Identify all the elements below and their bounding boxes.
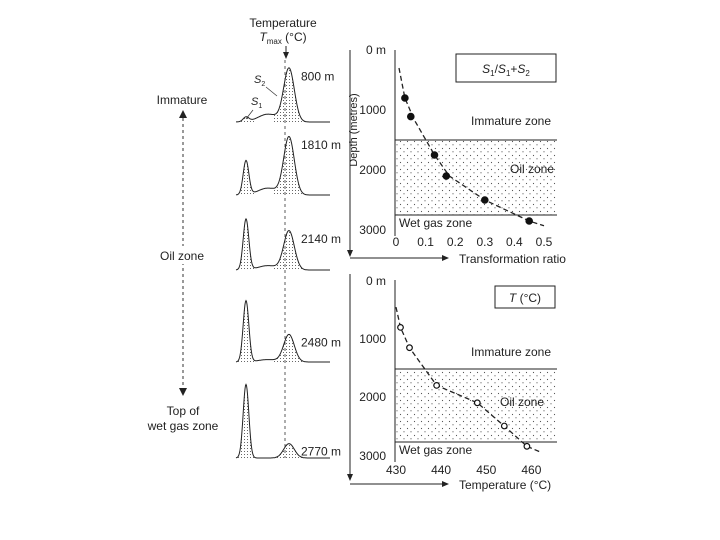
stage-label-immature: Immature (157, 93, 208, 107)
x-tick-label: 0.3 (476, 235, 493, 249)
tmax-header-line1: Temperature (249, 16, 317, 30)
temp-y-tick-1000: 1000 (359, 332, 386, 346)
temp-wet-gas-zone-label: Wet gas zone (399, 443, 472, 457)
s2-peak-fill (273, 443, 305, 458)
tmax-header-line2: Tmax (°C) (259, 30, 306, 46)
x-tick-label: 430 (386, 463, 406, 477)
temp-y-tick-0: 0 m (366, 274, 386, 288)
s2-peak-fill (273, 334, 305, 362)
s2-peak-fill (273, 136, 305, 195)
temp-y-tick-2000: 2000 (359, 390, 386, 404)
tr-y-tick-0: 0 m (366, 43, 386, 57)
s1-peak-fill (236, 116, 256, 122)
data-point (406, 344, 413, 352)
tr-oil-zone-label: Oil zone (510, 162, 554, 176)
s2-peak-label: S2 (254, 74, 265, 88)
s2-peak-fill (273, 230, 305, 270)
ratio-box-label: S1/S1+S2 (482, 62, 530, 78)
stage-label-wet-gas: wet gas zone (147, 419, 219, 433)
x-tick-label: 0 (393, 235, 400, 249)
tr-immature-zone-label: Immature zone (471, 114, 551, 128)
tr-data-points (401, 94, 534, 225)
temperature-box-label: T (°C) (509, 291, 541, 305)
pyrolysis-trace (235, 383, 330, 459)
x-tick-label: 450 (476, 463, 496, 477)
s2-peak-fill (273, 67, 305, 122)
temp-immature-zone-label: Immature zone (471, 345, 551, 359)
pyrolysis-trace (236, 67, 330, 123)
data-point (525, 217, 534, 225)
oil-zone-fill (395, 140, 557, 215)
stage-label-oil-zone: Oil zone (160, 249, 204, 263)
data-point (473, 399, 481, 407)
tr-y-tick-3000: 3000 (359, 223, 386, 237)
depth-label: 800 m (301, 70, 334, 84)
temp-y-tick-3000: 3000 (359, 449, 386, 463)
data-point (401, 94, 409, 102)
depth-label: 1810 m (301, 138, 341, 152)
s1-peak-fill (236, 300, 256, 362)
pyrolysis-trace (235, 135, 330, 196)
depth-axis-label: Depth (metres) (348, 93, 360, 166)
x-tick-label: 0.2 (447, 235, 464, 249)
data-point (500, 422, 508, 430)
ratio-box (455, 53, 557, 83)
pyrolysis-trace (235, 217, 330, 271)
tr-wet-gas-zone-label: Wet gas zone (399, 216, 472, 230)
tr-trend-curve (398, 67, 545, 227)
tr-x-tick-labels: 0 0.1 0.2 0.3 0.4 0.5 (393, 235, 553, 249)
data-point (430, 151, 439, 159)
s2-pointer (265, 86, 278, 97)
x-tick-label: 0.1 (417, 235, 434, 249)
temp-y-tick-labels: 0 m 1000 2000 3000 (359, 274, 386, 463)
tr-y-tick-2000: 2000 (359, 163, 386, 177)
pyrolysis-trace (235, 299, 330, 363)
transformation-ratio-chart: Depth (metres) Transformation ratio 0 m … (347, 43, 566, 266)
stage-arrow-head-up (179, 110, 187, 118)
x-tick-label: 460 (521, 463, 541, 477)
depth-label: 2480 m (301, 336, 341, 350)
x-tick-label: 440 (431, 463, 451, 477)
tr-y-tick-1000: 1000 (359, 103, 386, 117)
stage-label-top-of: Top of (167, 404, 200, 418)
temp-data-points (397, 324, 531, 450)
s1-peak-fill (236, 218, 256, 270)
temperature-box (494, 285, 556, 309)
pyrolysis-panel: Temperature Tmax (°C) S2 S1 800 m 1810 m 2… (147, 16, 341, 459)
data-point (442, 172, 451, 180)
depth-label: 2140 m (301, 232, 341, 246)
depth-label: 2770 m (301, 445, 341, 459)
data-point (397, 324, 404, 331)
tr-x-axis-label: Transformation ratio (459, 252, 566, 266)
data-point (523, 442, 531, 450)
s1-peak-fill (236, 384, 256, 458)
temp-x-axis-label: Temperature (°C) (459, 478, 551, 492)
pyrolysis-depth-labels: 800 m 1810 m 2140 m 2480 m 2770 m (301, 70, 341, 459)
temp-x-tick-labels: 430 440 450 460 (386, 463, 542, 477)
x-tick-label: 0.5 (536, 235, 553, 249)
stage-arrow-head-down (179, 388, 187, 396)
x-tick-label: 0.4 (506, 235, 523, 249)
temperature-chart: Temperature (°C) 0 m 1000 2000 3000 430 4… (347, 274, 557, 492)
temp-oil-zone-label: Oil zone (500, 395, 544, 409)
data-point (406, 112, 415, 121)
s1-peak-label: S1 (251, 96, 262, 110)
temp-trend-curve (395, 306, 541, 453)
data-point (433, 382, 441, 389)
s1-peak-fill (236, 160, 256, 195)
data-point (480, 196, 489, 204)
tr-y-tick-labels: 0 m 1000 2000 3000 (359, 43, 386, 237)
pyrolysis-traces (235, 67, 330, 459)
